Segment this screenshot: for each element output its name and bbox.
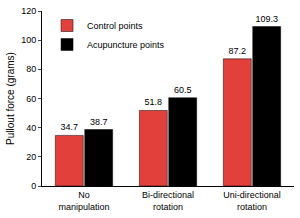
svg-text:60.5: 60.5 (174, 85, 192, 95)
svg-text:Bi-directionalrotation: Bi-directionalrotation (142, 190, 194, 212)
svg-text:100: 100 (21, 35, 36, 45)
svg-text:Control points: Control points (87, 21, 143, 31)
svg-text:20: 20 (26, 152, 36, 162)
svg-text:Nomanipulation: Nomanipulation (58, 190, 109, 212)
svg-text:120: 120 (21, 6, 36, 16)
svg-text:Pullout force (grams): Pullout force (grams) (5, 52, 16, 145)
svg-text:51.8: 51.8 (145, 97, 163, 107)
svg-text:109.3: 109.3 (255, 14, 278, 24)
svg-text:87.2: 87.2 (229, 46, 247, 56)
svg-text:40: 40 (26, 123, 36, 133)
svg-text:80: 80 (26, 64, 36, 74)
svg-text:0: 0 (31, 181, 36, 191)
svg-text:34.7: 34.7 (61, 122, 79, 132)
svg-text:38.7: 38.7 (90, 117, 108, 127)
svg-text:Uni-directionalrotation: Uni-directionalrotation (223, 190, 281, 212)
svg-text:60: 60 (26, 94, 36, 104)
svg-text:Acupuncture points: Acupuncture points (87, 40, 165, 50)
